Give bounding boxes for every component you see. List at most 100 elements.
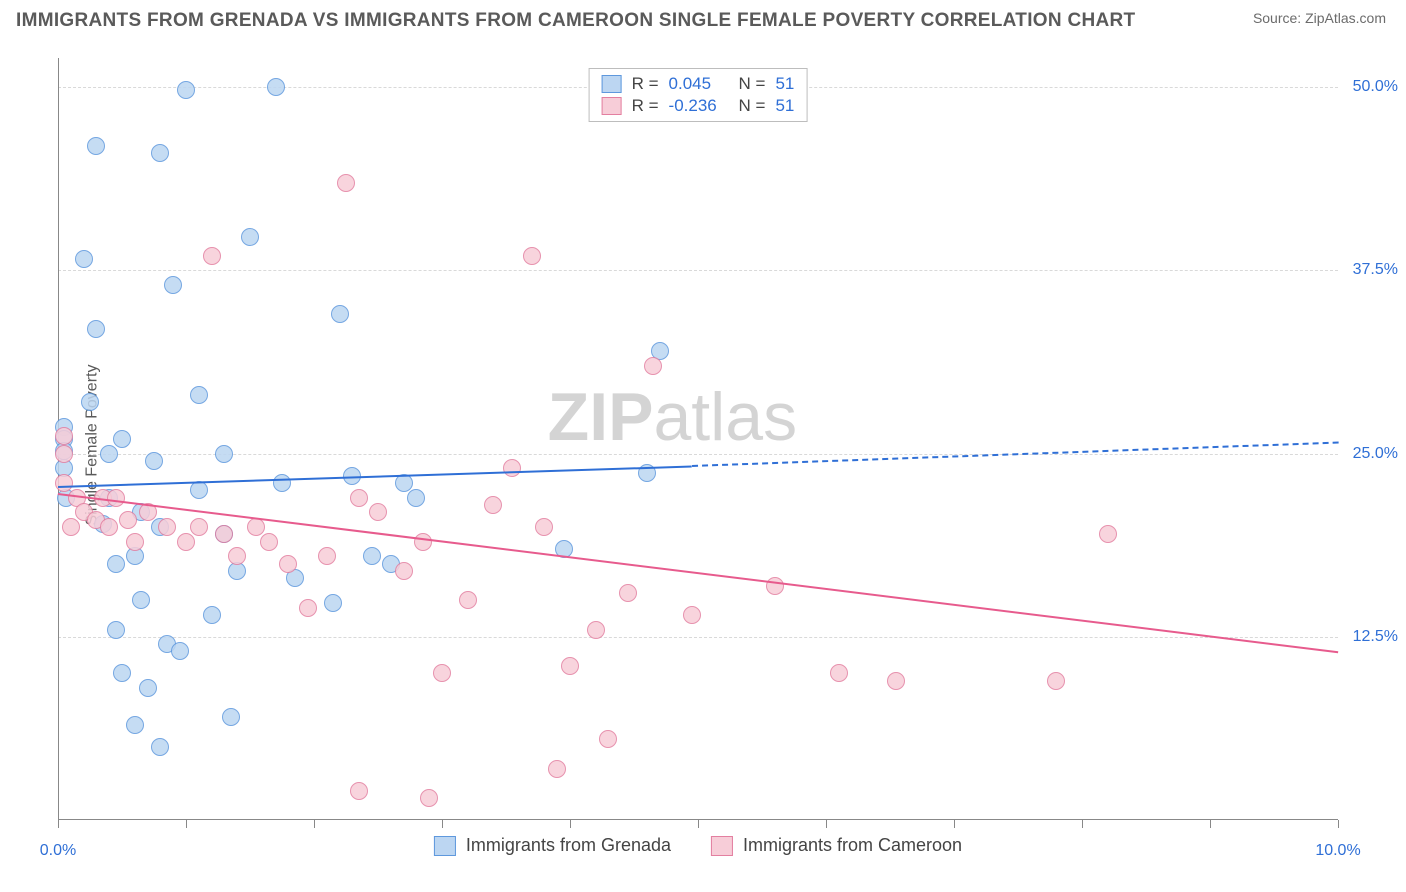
x-tick [570,820,571,828]
data-point [75,250,93,268]
data-point [126,716,144,734]
data-point [228,547,246,565]
x-tick [698,820,699,828]
data-point [113,430,131,448]
data-point [535,518,553,536]
data-point [55,445,73,463]
gridline [58,637,1338,638]
data-point [87,320,105,338]
data-point [503,459,521,477]
data-point [484,496,502,514]
data-point [177,81,195,99]
data-point [215,525,233,543]
r-value: -0.236 [669,96,729,116]
data-point [331,305,349,323]
legend-item: Immigrants from Grenada [434,835,671,856]
x-tick [186,820,187,828]
data-point [887,672,905,690]
x-tick [1210,820,1211,828]
x-tick [954,820,955,828]
gridline [58,454,1338,455]
legend-stats: R =0.045N =51R =-0.236N =51 [589,68,808,122]
legend-swatch [711,836,733,856]
data-point [190,386,208,404]
data-point [420,789,438,807]
data-point [279,555,297,573]
n-value: 51 [775,96,794,116]
x-tick [1338,820,1339,828]
legend-stats-row: R =0.045N =51 [602,73,795,95]
n-label: N = [739,96,766,116]
data-point [119,511,137,529]
data-point [350,782,368,800]
data-point [164,276,182,294]
data-point [177,533,195,551]
data-point [414,533,432,551]
data-point [369,503,387,521]
data-point [587,621,605,639]
data-point [683,606,701,624]
data-point [132,591,150,609]
data-point [113,664,131,682]
data-point [324,594,342,612]
data-point [1099,525,1117,543]
data-point [247,518,265,536]
plot-area: ZIPatlas 12.5%25.0%37.5%50.0%0.0%10.0%R … [58,58,1338,838]
data-point [273,474,291,492]
data-point [107,555,125,573]
y-tick-label: 50.0% [1353,78,1398,96]
data-point [267,78,285,96]
legend-stats-row: R = -0.236 N = 51 [602,95,795,117]
legend-swatch [434,836,456,856]
data-point [260,533,278,551]
x-tick [826,820,827,828]
x-tick [442,820,443,828]
data-point [407,489,425,507]
data-point [830,664,848,682]
chart-title: IMMIGRANTS FROM GRENADA VS IMMIGRANTS FR… [16,10,1135,32]
data-point [599,730,617,748]
r-label: R = [632,74,659,94]
data-point [222,708,240,726]
y-tick-label: 12.5% [1353,628,1398,646]
trend-line [58,493,1338,653]
x-tick [314,820,315,828]
data-point [215,445,233,463]
x-tick [1082,820,1083,828]
data-point [433,664,451,682]
r-label: R = [632,96,659,116]
n-value: 51 [775,74,794,94]
x-tick-label: 0.0% [40,842,76,860]
data-point [395,562,413,580]
watermark: ZIPatlas [548,378,797,456]
data-point [337,174,355,192]
data-point [100,445,118,463]
data-point [190,481,208,499]
data-point [203,247,221,265]
data-point [139,679,157,697]
data-point [171,642,189,660]
data-point [548,760,566,778]
data-point [145,452,163,470]
x-tick [58,820,59,828]
data-point [318,547,336,565]
legend-swatch [602,75,622,93]
n-label: N = [739,74,766,94]
data-point [126,533,144,551]
trend-line [692,442,1338,467]
data-point [107,489,125,507]
data-point [299,599,317,617]
data-point [1047,672,1065,690]
data-point [241,228,259,246]
y-tick-label: 37.5% [1353,261,1398,279]
data-point [81,393,99,411]
data-point [87,137,105,155]
legend-label: Immigrants from Cameroon [743,835,962,856]
data-point [62,518,80,536]
data-point [158,518,176,536]
data-point [203,606,221,624]
data-point [459,591,477,609]
legend-series: Immigrants from Grenada Immigrants from C… [434,835,962,856]
y-tick-label: 25.0% [1353,445,1398,463]
data-point [523,247,541,265]
